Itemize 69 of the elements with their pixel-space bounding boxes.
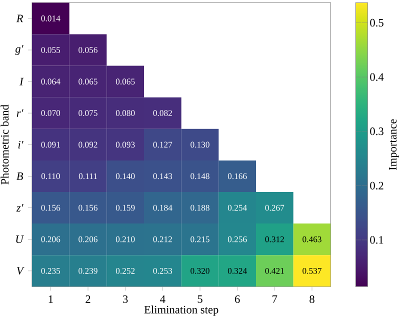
color-bar-label: 0.4: [370, 73, 384, 81]
y-tick-label: U: [16, 236, 24, 244]
y-tick-label: z′: [16, 204, 24, 212]
data-label: 0.055: [41, 47, 60, 53]
color-bar-label: 0.5: [370, 18, 384, 27]
y-tick-label: B: [16, 172, 24, 180]
data-label: 0.253: [153, 268, 172, 274]
data-label: 0.075: [78, 110, 98, 116]
data-label: 0.156: [41, 204, 60, 211]
x-axis-title: Elimination step: [144, 306, 218, 316]
data-label: 0.130: [190, 142, 210, 148]
data-label: 0.215: [190, 236, 210, 242]
data-label: 0.254: [228, 204, 247, 211]
color-bar-label: 0.2: [370, 182, 384, 190]
y-tick-label: g′: [15, 45, 24, 55]
y-tick-label: i′: [18, 140, 24, 148]
y-tick-label: R: [16, 14, 24, 22]
data-label: 0.324: [228, 268, 247, 274]
data-label: 0.159: [116, 204, 135, 211]
data-label: 0.188: [190, 204, 210, 211]
data-label: 0.206: [41, 236, 60, 242]
data-label: 0.064: [41, 78, 60, 84]
color-bar-label: 0.3: [370, 128, 384, 136]
x-tick-label: 3: [123, 295, 128, 303]
y-tick-label: V: [16, 267, 24, 275]
data-label: 0.267: [265, 204, 284, 211]
color-bar-label: 0.1: [370, 236, 384, 244]
x-tick-label: 2: [86, 295, 90, 303]
color-bar-title: Importance: [389, 119, 399, 170]
data-label: 0.537: [302, 268, 322, 274]
data-label: 0.092: [78, 142, 98, 148]
data-label: 0.127: [153, 142, 172, 148]
x-tick-label: 8: [310, 295, 314, 304]
data-label: 0.082: [153, 110, 172, 116]
data-label: 0.210: [116, 236, 135, 242]
data-label: 0.080: [116, 110, 135, 116]
data-label: 0.239: [78, 268, 98, 274]
data-label: 0.312: [265, 236, 284, 242]
data-label: 0.156: [78, 204, 98, 211]
data-label: 0.014: [41, 16, 60, 22]
data-label: 0.252: [116, 268, 135, 274]
y-tick-label: I: [19, 78, 24, 86]
data-label: 0.235: [41, 268, 60, 274]
data-label: 0.184: [153, 204, 172, 211]
data-label: 0.140: [116, 173, 135, 180]
data-label: 0.212: [153, 236, 172, 242]
x-tick-label: 1: [48, 295, 53, 303]
x-tick-label: 5: [198, 295, 202, 303]
x-tick-label: 6: [234, 295, 240, 303]
y-axis-title: Photometric band: [0, 104, 9, 184]
x-tick-label: 4: [160, 295, 166, 303]
data-label: 0.065: [78, 78, 98, 84]
data-label: 0.091: [41, 142, 60, 148]
data-label: 0.111: [78, 173, 97, 180]
x-tick-label: 7: [272, 295, 278, 303]
data-label: 0.421: [265, 268, 284, 274]
data-label: 0.110: [41, 173, 60, 180]
data-label: 0.056: [78, 47, 98, 53]
data-label: 0.463: [302, 236, 322, 242]
data-label: 0.070: [41, 110, 60, 116]
data-label: 0.166: [228, 173, 247, 180]
data-label: 0.320: [190, 268, 210, 274]
data-label: 0.256: [228, 236, 247, 242]
data-label: 0.148: [190, 173, 210, 180]
data-label: 0.143: [153, 173, 172, 180]
data-label: 0.206: [78, 236, 98, 242]
data-label: 0.065: [116, 78, 135, 84]
data-label: 0.093: [116, 142, 135, 148]
y-tick-label: r′: [16, 109, 24, 117]
